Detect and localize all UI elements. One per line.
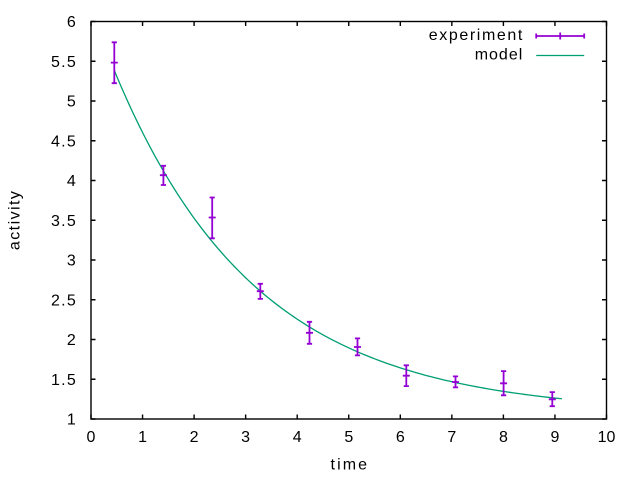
svg-text:1: 1 (67, 412, 76, 429)
svg-text:7: 7 (447, 429, 456, 446)
svg-text:8: 8 (499, 429, 508, 446)
svg-text:6: 6 (67, 14, 76, 31)
svg-text:2.5: 2.5 (51, 292, 76, 309)
svg-text:6: 6 (396, 429, 405, 446)
svg-text:3.5: 3.5 (51, 213, 76, 230)
svg-text:model: model (475, 47, 523, 64)
svg-text:4: 4 (67, 173, 76, 190)
svg-text:5: 5 (344, 429, 353, 446)
svg-text:1.5: 1.5 (51, 372, 76, 389)
svg-text:1: 1 (138, 429, 147, 446)
svg-text:5: 5 (67, 94, 76, 111)
svg-text:3: 3 (67, 253, 76, 270)
svg-text:4: 4 (293, 429, 302, 446)
svg-text:2: 2 (190, 429, 199, 446)
svg-text:10: 10 (598, 429, 616, 446)
svg-text:time: time (331, 457, 368, 474)
svg-text:2: 2 (67, 332, 76, 349)
svg-text:0: 0 (87, 429, 96, 446)
svg-text:5.5: 5.5 (51, 54, 76, 71)
svg-text:experiment: experiment (429, 27, 523, 44)
svg-text:9: 9 (551, 429, 560, 446)
svg-text:3: 3 (241, 429, 250, 446)
svg-text:4.5: 4.5 (51, 133, 76, 150)
